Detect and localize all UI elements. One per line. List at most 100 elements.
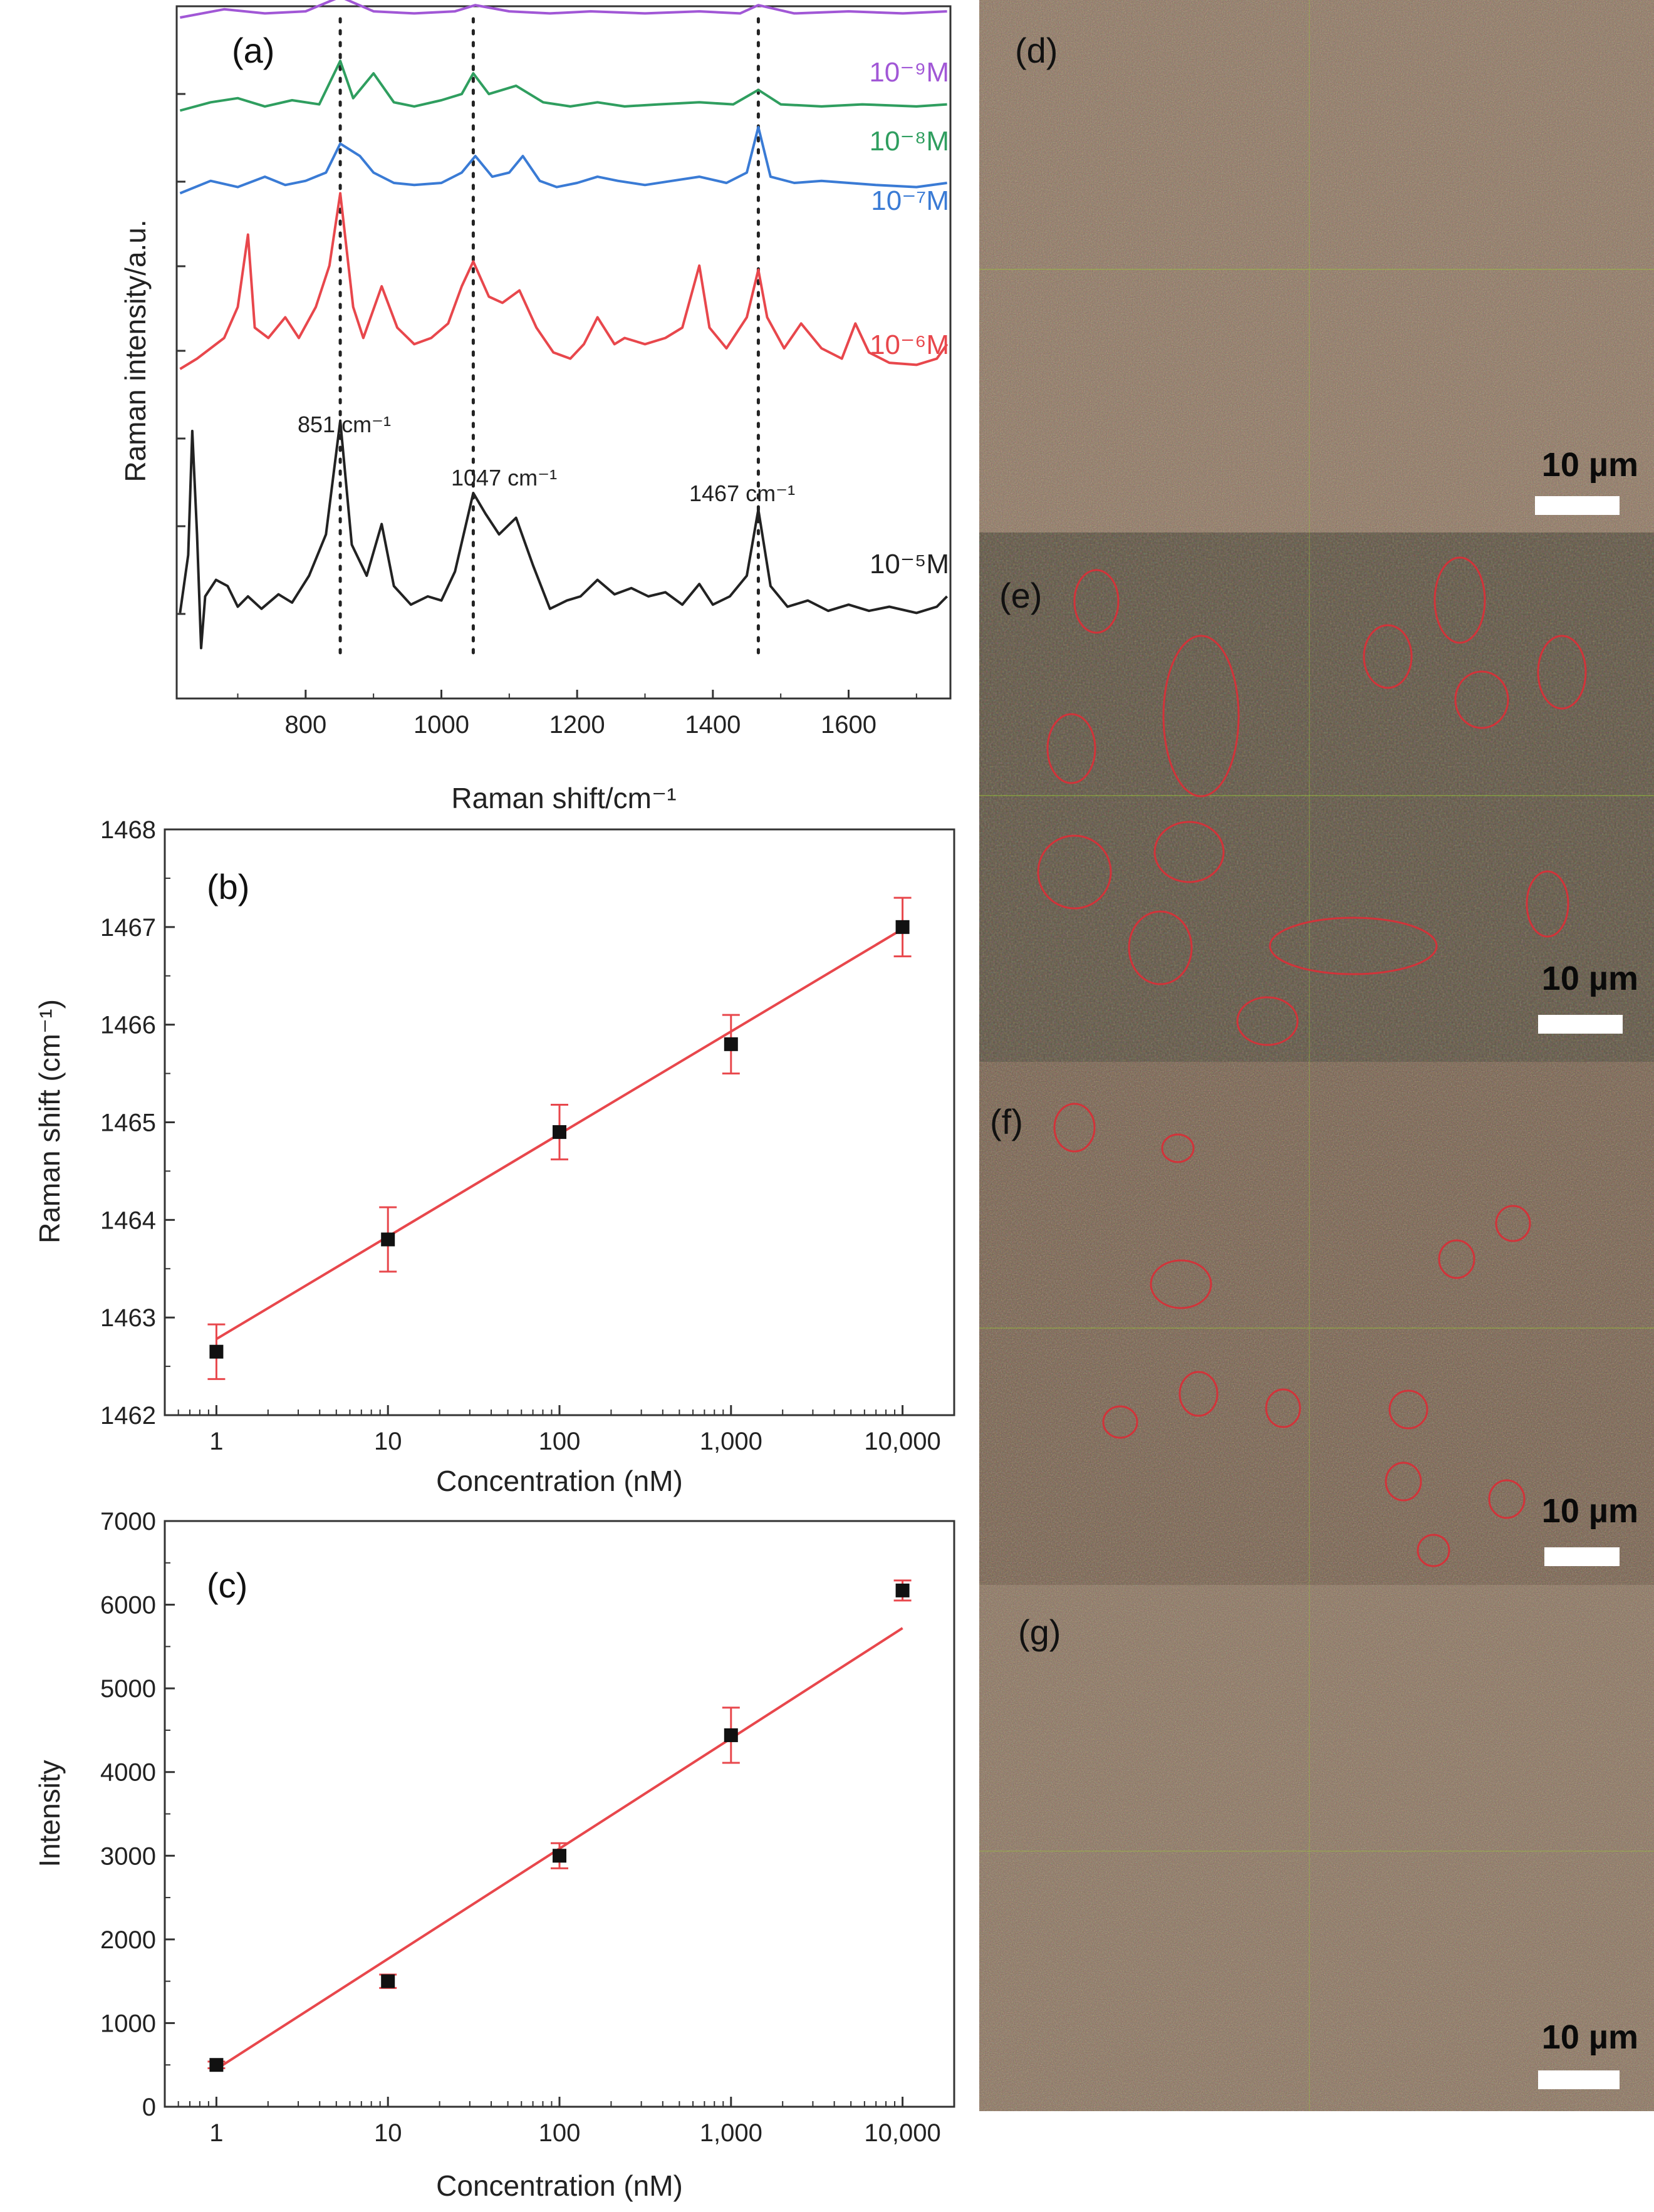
x-tick-label-a: 1400	[685, 711, 741, 739]
micrograph-d: (d) 10 µm	[979, 0, 1654, 532]
data-point	[381, 1974, 395, 1988]
y-tick-label: 5000	[100, 1675, 156, 1703]
series-label-1e-7: 10⁻⁷M	[871, 185, 949, 216]
highlight-ellipses-e	[1037, 556, 1587, 1046]
x-tick-label-a: 1600	[821, 711, 876, 739]
data-point	[209, 1344, 224, 1359]
x-tick-label: 1,000	[700, 2119, 762, 2147]
highlight-ellipses-f	[1053, 1103, 1531, 1567]
scale-bar-text-g: 10 µm	[1542, 2018, 1638, 2056]
micrograph-label-d: (d)	[1015, 31, 1058, 70]
x-ticks-a: 800 1000 1200 1400 1600	[237, 690, 917, 739]
spectrum-line	[180, 0, 947, 19]
highlight-ellipse	[1495, 1205, 1531, 1242]
y-tick-label: 4000	[100, 1759, 156, 1787]
micrograph-g-texture	[979, 1585, 1654, 2111]
spectrum-line	[179, 192, 949, 370]
highlight-ellipse	[1433, 556, 1486, 644]
series-label-1e-5: 10⁻⁵M	[870, 549, 949, 579]
y-tick-label: 1462	[100, 1402, 156, 1430]
y-tick-label: 6000	[100, 1592, 156, 1619]
micrograph-f: (f) 10 µm	[979, 1062, 1654, 1585]
highlight-ellipse	[1417, 1534, 1450, 1567]
y-axis-label-b: Raman shift (cm⁻¹)	[33, 999, 66, 1244]
panel-label-b: (b)	[207, 867, 249, 906]
reference-lines-a	[338, 17, 760, 660]
y-tick-label: 1466	[100, 1012, 156, 1039]
data-point	[209, 2058, 224, 2072]
highlight-ellipse	[1438, 1239, 1475, 1279]
highlight-ellipse	[1265, 1388, 1301, 1428]
highlight-ellipse	[1073, 569, 1120, 634]
axes-b: 1 10 100 1,000 10,000 1462 1463 1464 1465 1466 146…	[100, 816, 955, 1455]
x-axis-label-b: Concentration (nM)	[436, 1465, 683, 1497]
panel-label-c: (c)	[207, 1566, 247, 1605]
x-tick-label: 100	[539, 1428, 581, 1455]
micrograph-label-g: (g)	[1018, 1612, 1061, 1652]
y-tick-label: 1468	[100, 816, 156, 844]
scale-bar-d	[1535, 496, 1620, 515]
spectrum-line	[179, 419, 949, 650]
y-tick-label: 2000	[100, 1926, 156, 1954]
highlight-ellipse	[1537, 635, 1587, 710]
x-tick-label-a: 1200	[549, 711, 605, 739]
highlight-ellipse	[1269, 916, 1438, 975]
scale-bar-f	[1544, 1547, 1620, 1566]
scale-bar-g	[1538, 2070, 1620, 2089]
plot-frame-c	[164, 1520, 955, 2108]
micrograph-g: (g) 10 µm	[979, 1585, 1654, 2111]
data-point	[553, 1849, 566, 1863]
y-tick-label: 0	[142, 2094, 156, 2121]
y-ticks-a	[177, 93, 185, 615]
scale-bar-e	[1538, 1015, 1623, 1034]
data-point	[381, 1232, 395, 1247]
plot-frame-a	[175, 5, 952, 700]
data-point	[895, 1583, 910, 1597]
highlight-ellipse	[1236, 996, 1299, 1046]
scale-bar-text-e: 10 µm	[1542, 960, 1638, 997]
y-tick-label: 1467	[100, 914, 156, 942]
micrograph-e: (e) 10 µm	[979, 532, 1654, 1062]
highlight-ellipse	[1178, 1371, 1219, 1417]
data-point	[553, 1125, 566, 1140]
scale-bar-text-f: 10 µm	[1542, 1492, 1638, 1530]
highlight-ellipse	[1488, 1479, 1526, 1519]
series-label-1e-6: 10⁻⁶M	[870, 330, 949, 360]
y-tick-label: 1000	[100, 2010, 156, 2037]
highlight-ellipse	[1150, 1259, 1212, 1309]
series-label-1e-9: 10⁻⁹M	[869, 57, 949, 88]
data-point	[895, 920, 910, 934]
panel-label-a: (a)	[232, 31, 274, 70]
y-tick-label: 3000	[100, 1842, 156, 1870]
micrograph-e-texture	[979, 532, 1654, 1062]
highlight-ellipse	[1526, 870, 1569, 938]
highlight-ellipse	[1162, 635, 1240, 797]
micrograph-d-texture	[979, 0, 1654, 532]
micrograph-label-f: (f)	[990, 1102, 1023, 1141]
spectrum-line	[179, 125, 947, 195]
data-point	[724, 1728, 738, 1742]
highlight-ellipse	[1053, 1103, 1096, 1153]
highlight-ellipse	[1388, 1389, 1428, 1430]
x-tick-label: 1	[209, 2119, 223, 2147]
highlight-ellipse	[1102, 1405, 1138, 1439]
data-point	[724, 1037, 738, 1051]
x-tick-label-a: 1000	[413, 711, 469, 739]
highlight-ellipse	[1363, 624, 1413, 689]
y-tick-label: 1464	[100, 1207, 156, 1234]
highlight-ellipse	[1128, 910, 1193, 985]
highlight-ellipse	[1454, 670, 1509, 729]
peak-annotation-851: 851 cm⁻¹	[298, 412, 391, 437]
x-tick-label-a: 800	[284, 711, 326, 739]
x-tick-label: 10	[374, 2119, 402, 2147]
axes-c: 1 10 100 1,000 10,000 0 1000 2000 3000 4000 5000 60…	[100, 1508, 955, 2147]
highlight-ellipse	[1161, 1133, 1195, 1163]
x-tick-label: 10,000	[864, 2119, 940, 2147]
x-axis-label-c: Concentration (nM)	[436, 2169, 683, 2202]
data-marks-b	[207, 896, 912, 1380]
y-tick-label: 1465	[100, 1109, 156, 1137]
scale-bar-text-d: 10 µm	[1542, 446, 1638, 484]
x-tick-label: 1,000	[700, 1428, 762, 1455]
highlight-ellipse	[1046, 713, 1096, 784]
micrograph-f-texture	[979, 1062, 1654, 1585]
